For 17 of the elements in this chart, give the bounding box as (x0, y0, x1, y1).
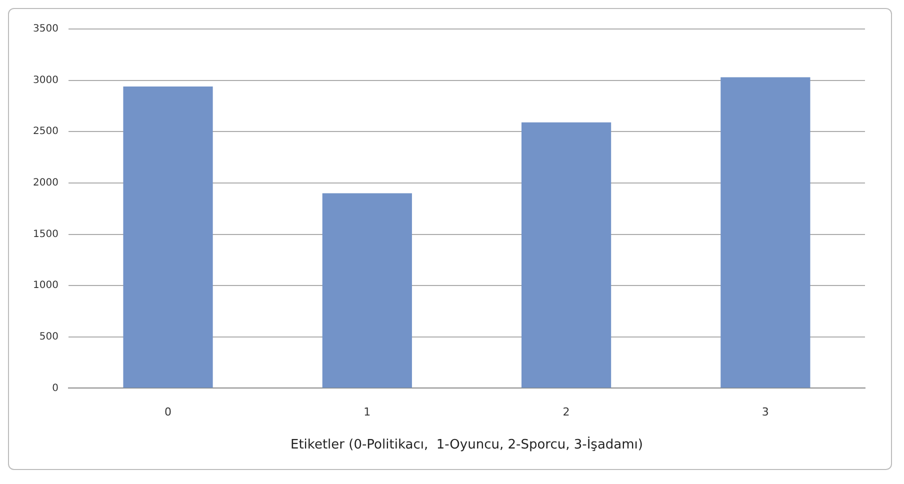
bar (521, 122, 612, 388)
x-axis-title: Etiketler (0-Politikacı, 1-Oyuncu, 2-Sporcu, 3-İşadamı) (290, 436, 643, 453)
x-tick-label: 0 (164, 406, 172, 419)
x-tick-label: 3 (762, 406, 769, 419)
y-tick-label: 500 (39, 331, 58, 342)
y-tick-label: 2500 (32, 126, 58, 138)
y-tick-label: 1000 (32, 280, 58, 292)
y-tick-label: 2000 (32, 178, 58, 189)
y-tick-label: 0 (52, 382, 58, 394)
y-tick-label: 1500 (32, 228, 58, 240)
bar (720, 77, 810, 388)
bar (123, 86, 213, 388)
x-tick-label: 2 (562, 406, 570, 419)
y-tick-label: 3000 (32, 74, 58, 86)
x-tick-label: 1 (364, 406, 371, 419)
y-tick-label: 3500 (32, 24, 58, 35)
bar (322, 193, 412, 388)
